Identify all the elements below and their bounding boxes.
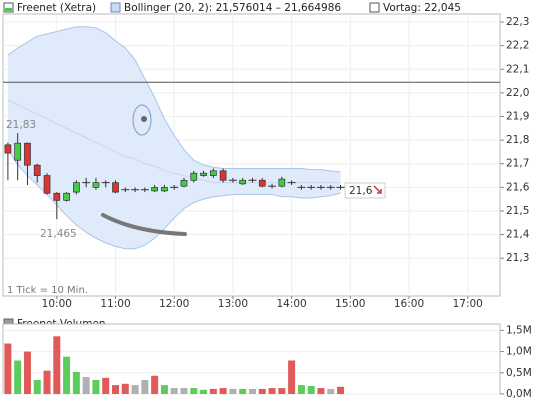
volume-panel: 0,0M 0,5M 1,0M 1,5M xyxy=(2,323,532,400)
volume-bar xyxy=(92,380,100,394)
y-tick-label: 21,4 xyxy=(506,229,530,241)
volume-bar xyxy=(14,360,22,394)
volume-bar xyxy=(239,388,247,394)
y-tick-label: 22,3 xyxy=(506,16,529,28)
candle-body xyxy=(151,187,158,192)
candle-body xyxy=(278,178,286,187)
candle-body xyxy=(161,187,168,192)
x-tick-label: 11:00 xyxy=(100,298,130,310)
decoration xyxy=(132,104,152,136)
candle-body xyxy=(200,172,207,176)
candle-body xyxy=(4,144,12,154)
bollinger-upper xyxy=(7,26,341,173)
volume-bar xyxy=(160,385,168,394)
volume-bar xyxy=(317,388,325,394)
candle-body xyxy=(53,192,61,201)
candle-body xyxy=(92,182,100,188)
x-tick-label: 10:00 xyxy=(42,298,72,310)
volume-bar xyxy=(190,388,198,394)
y-tick-label: 0,5M xyxy=(506,367,532,379)
y-tick-label: 22,2 xyxy=(506,40,529,52)
y-tick-label: 21,9 xyxy=(506,111,529,123)
legend-icon xyxy=(5,8,12,11)
x-tick-label: 12:00 xyxy=(159,298,189,310)
x-tick-label: 14:00 xyxy=(276,298,306,310)
volume-bar xyxy=(209,388,217,394)
annotation: 21,83 xyxy=(6,119,36,131)
candle-body xyxy=(73,182,80,193)
x-tick-label: 15:00 xyxy=(335,298,365,310)
y-tick-label: 1,0M xyxy=(506,346,532,358)
candle-body xyxy=(258,179,266,187)
annotation: 21,465 xyxy=(40,228,77,240)
candle-body xyxy=(219,170,227,181)
volume-bar xyxy=(23,351,31,394)
volume-bar xyxy=(43,370,51,394)
volume-bar xyxy=(278,388,286,394)
volume-bar xyxy=(33,380,41,394)
bollinger-lower xyxy=(7,149,341,250)
volume-bar xyxy=(82,377,90,394)
candle-body xyxy=(24,142,31,166)
y-tick-label: 1,5M xyxy=(506,324,532,336)
volume-bar xyxy=(200,389,208,394)
note: 1 Tick = 10 Min. xyxy=(7,285,88,296)
volume-bar xyxy=(63,356,71,394)
candle-body xyxy=(63,192,70,201)
volume-bar xyxy=(151,375,159,394)
y-tick-label: 21,7 xyxy=(506,158,529,170)
candle-body xyxy=(14,142,22,161)
decoration xyxy=(141,116,147,122)
legend-icon xyxy=(369,2,380,13)
x-tick-label: 17:00 xyxy=(453,298,483,310)
x-tick-label: 13:00 xyxy=(218,298,248,310)
legend-label: Vortag: 22,045 xyxy=(383,2,461,14)
candle-body xyxy=(43,175,51,194)
annotation: 21,6 xyxy=(349,185,373,197)
volume-bar xyxy=(248,388,256,394)
trend-arrow xyxy=(373,185,382,194)
volume-bar xyxy=(102,377,110,394)
volume-bar xyxy=(288,360,296,394)
volume-bar xyxy=(337,386,345,394)
volume-bar xyxy=(53,336,61,394)
volume-bar xyxy=(327,388,335,394)
volume-bar xyxy=(268,388,276,394)
volume-bar xyxy=(258,388,266,394)
volume-bar xyxy=(72,371,80,394)
y-tick-label: 21,3 xyxy=(506,252,529,264)
decoration xyxy=(101,213,187,236)
legend-label: Bollinger (20, 2): 21,576014 – 21,664986 xyxy=(124,2,341,14)
x-tick-label: 16:00 xyxy=(394,298,424,310)
legend-icon xyxy=(110,2,121,13)
legend-label: Freenet (Xetra) xyxy=(17,2,96,14)
volume-bar xyxy=(141,380,149,394)
y-tick-label: 22,1 xyxy=(506,63,529,75)
legend-icon xyxy=(3,2,14,13)
y-tick-label: 21,8 xyxy=(506,134,529,146)
candle-body xyxy=(190,172,198,181)
volume-bar xyxy=(229,388,237,394)
candle-body xyxy=(33,164,41,176)
volume-bar xyxy=(180,388,188,394)
volume-bar xyxy=(112,385,120,394)
volume-bar xyxy=(121,383,129,394)
candle-body xyxy=(239,179,247,185)
price-panel: 21,3 21,4 21,5 21,6 21,7 21,8 21,9 22,0 22,1 22,2… xyxy=(2,13,530,310)
volume-bar xyxy=(307,385,315,394)
volume-bar xyxy=(219,388,227,394)
volume-bar xyxy=(170,388,178,394)
candle-body xyxy=(112,182,119,193)
y-tick-label: 21,5 xyxy=(506,205,529,217)
candle-body xyxy=(180,179,188,187)
volume-bar xyxy=(297,385,305,394)
candle-body xyxy=(209,170,217,176)
volume-bar xyxy=(131,385,139,394)
y-tick-label: 22,0 xyxy=(506,87,529,99)
volume-bar xyxy=(4,343,12,394)
y-tick-label: 21,6 xyxy=(506,181,530,193)
y-tick-label: 0,0M xyxy=(506,388,532,400)
